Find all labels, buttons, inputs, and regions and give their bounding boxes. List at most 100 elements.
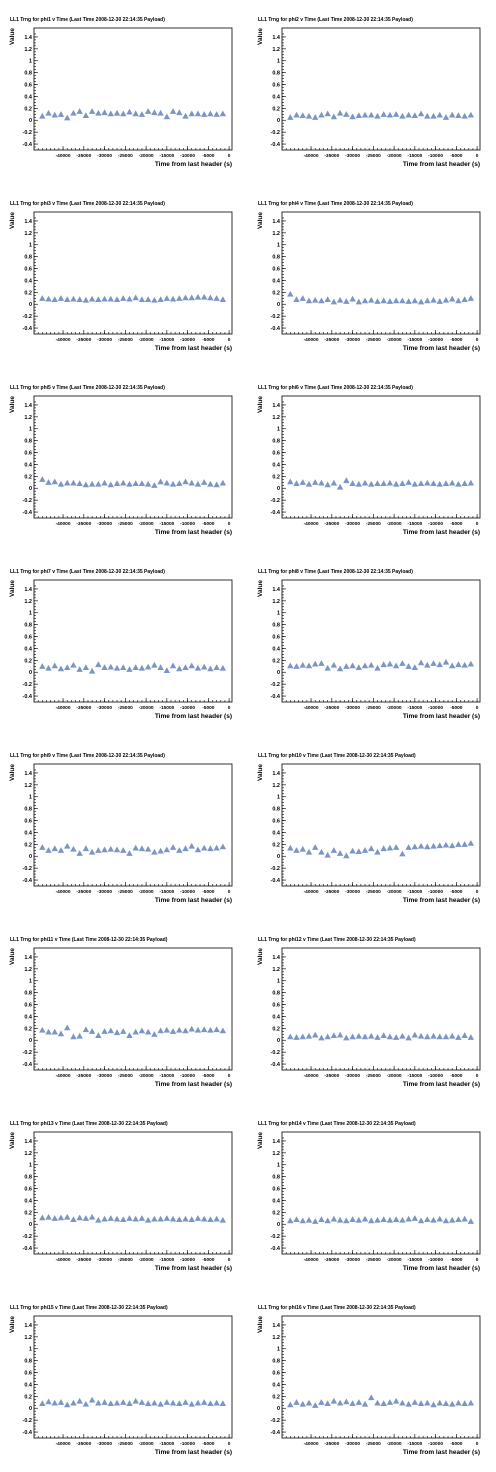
data-point bbox=[126, 1215, 133, 1221]
data-point bbox=[330, 847, 338, 853]
y-tick-label: 0.4 bbox=[24, 278, 33, 284]
x-tick-label: -5000 bbox=[450, 1441, 463, 1447]
data-point bbox=[448, 662, 456, 669]
data-point bbox=[417, 659, 425, 666]
x-tick-label: -35000 bbox=[76, 1257, 91, 1263]
data-point bbox=[188, 110, 195, 117]
x-tick-label: -35000 bbox=[324, 337, 339, 343]
data-point bbox=[411, 1031, 419, 1038]
plot-frame bbox=[33, 1131, 233, 1255]
x-tick-label: -15000 bbox=[407, 889, 422, 895]
data-point bbox=[361, 1033, 369, 1040]
y-tick-label: 0.6 bbox=[24, 1371, 32, 1377]
data-point bbox=[107, 1400, 114, 1407]
data-point bbox=[343, 298, 350, 304]
data-point bbox=[293, 111, 300, 118]
x-tick-label: -25000 bbox=[118, 521, 133, 527]
y-axis-label: Value bbox=[257, 580, 264, 597]
data-point bbox=[51, 845, 58, 852]
y-tick-label: 1.4 bbox=[272, 1323, 281, 1329]
data-point bbox=[386, 844, 394, 851]
data-point bbox=[151, 1399, 158, 1406]
y-axis-label: Value bbox=[257, 1316, 264, 1333]
y-tick-label: 1.4 bbox=[24, 403, 33, 409]
y-tick-label: 0 bbox=[29, 1406, 32, 1412]
data-point bbox=[132, 294, 139, 301]
x-axis-label: Time from last header (s) bbox=[155, 1081, 232, 1088]
y-tick-label: 0.8 bbox=[24, 807, 32, 813]
x-tick-label: -10000 bbox=[428, 1073, 443, 1079]
data-point bbox=[169, 1399, 177, 1406]
data-point bbox=[182, 1027, 189, 1034]
data-point bbox=[138, 1215, 146, 1221]
data-point bbox=[380, 480, 387, 487]
chart-panel-14: LL1 Trng for phi14 v Time (Last Time 200… bbox=[248, 1104, 496, 1288]
data-point bbox=[287, 290, 294, 297]
data-point bbox=[411, 297, 419, 304]
data-point bbox=[417, 1032, 425, 1039]
data-point bbox=[436, 1033, 443, 1040]
data-point bbox=[39, 1400, 46, 1407]
y-tick-label: 0.2 bbox=[24, 474, 32, 480]
y-tick-label: 0 bbox=[277, 670, 280, 676]
data-point bbox=[436, 661, 443, 668]
plot-frame bbox=[281, 1315, 481, 1439]
data-point bbox=[113, 296, 121, 303]
x-tick-label: 0 bbox=[228, 1257, 231, 1263]
data-point bbox=[76, 1214, 83, 1221]
data-point bbox=[430, 1216, 437, 1223]
data-point bbox=[157, 478, 164, 485]
y-tick-label: 0.6 bbox=[24, 1003, 32, 1009]
data-point bbox=[163, 1399, 171, 1405]
data-point bbox=[219, 1216, 227, 1223]
chart-title: LL1 Trng for phi1 v Time (Last Time 2008… bbox=[10, 17, 165, 23]
data-point bbox=[169, 480, 177, 487]
data-point bbox=[88, 848, 96, 855]
data-point bbox=[392, 1034, 400, 1040]
data-point bbox=[95, 296, 102, 303]
data-point bbox=[411, 664, 419, 671]
data-point bbox=[361, 1215, 369, 1222]
x-tick-label: -5000 bbox=[450, 1257, 463, 1263]
data-point bbox=[324, 1217, 331, 1224]
data-point bbox=[424, 1399, 431, 1406]
x-tick-label: -40000 bbox=[56, 337, 71, 343]
x-tick-label: -30000 bbox=[97, 1441, 112, 1447]
chart-title: LL1 Trng for phi15 v Time (Last Time 200… bbox=[10, 1305, 168, 1311]
x-tick-label: -35000 bbox=[324, 1441, 339, 1447]
x-tick-label: -15000 bbox=[407, 1441, 422, 1447]
data-point bbox=[442, 114, 450, 120]
y-axis-label: Value bbox=[9, 580, 16, 597]
data-point bbox=[39, 476, 46, 482]
data-point bbox=[448, 479, 456, 486]
data-point bbox=[169, 662, 177, 669]
data-point bbox=[361, 479, 369, 486]
y-tick-label: 0 bbox=[277, 1406, 280, 1412]
y-tick-label: 0.2 bbox=[272, 1026, 280, 1032]
y-tick-label: 0.4 bbox=[272, 646, 281, 652]
y-tick-label: 0 bbox=[277, 302, 280, 308]
data-point bbox=[287, 1401, 294, 1408]
y-tick-label: 0 bbox=[29, 854, 32, 860]
x-tick-label: -35000 bbox=[324, 1073, 339, 1079]
data-point bbox=[305, 112, 313, 119]
data-point bbox=[126, 666, 133, 672]
data-point bbox=[169, 1028, 177, 1034]
y-tick-label: 1.2 bbox=[24, 783, 32, 789]
y-tick-label: -0.4 bbox=[23, 878, 33, 884]
data-point bbox=[430, 296, 437, 303]
x-tick-label: -35000 bbox=[324, 889, 339, 895]
data-point bbox=[386, 1033, 394, 1040]
y-tick-label: -0.4 bbox=[271, 1062, 281, 1068]
data-point bbox=[312, 1218, 319, 1224]
x-tick-label: -10000 bbox=[428, 705, 443, 711]
data-point bbox=[355, 848, 362, 855]
data-point bbox=[213, 1399, 220, 1406]
data-point bbox=[76, 480, 83, 487]
x-tick-label: -30000 bbox=[345, 705, 360, 711]
x-axis-label: Time from last header (s) bbox=[155, 713, 232, 720]
plot-frame bbox=[281, 763, 481, 887]
data-point bbox=[417, 480, 425, 487]
data-point bbox=[417, 1400, 425, 1407]
x-tick-label: -30000 bbox=[345, 337, 360, 343]
